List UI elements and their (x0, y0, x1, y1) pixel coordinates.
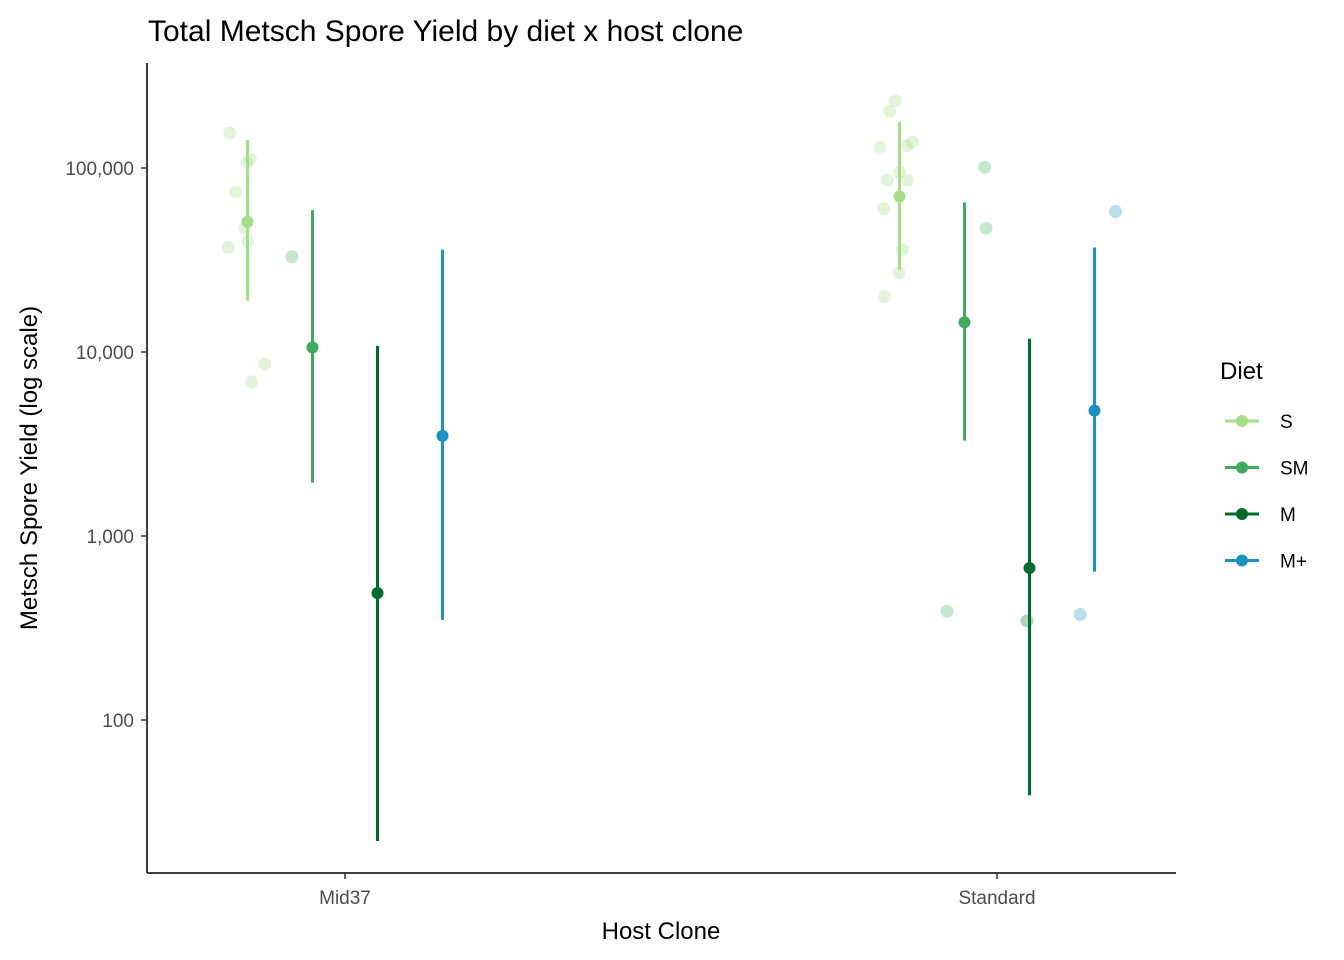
legend-key-point (1236, 415, 1248, 427)
raw-point (895, 243, 909, 257)
raw-point (888, 94, 902, 108)
raw-point (877, 202, 891, 216)
legend-key-point (1236, 461, 1248, 474)
raw-point (229, 185, 243, 199)
legend-key-point (1236, 554, 1248, 567)
legend: Diet S SM M M+ (1220, 358, 1309, 573)
y-tick-label: 100,000 (65, 159, 134, 180)
raw-point (892, 266, 906, 280)
y-axis-ticks: 100 1,000 10,000 100,000 (65, 159, 147, 732)
mean-point (1088, 404, 1101, 417)
y-tick-label: 100 (102, 711, 134, 732)
raw-point (883, 104, 897, 118)
raw-point (285, 250, 299, 264)
mean-point (893, 190, 906, 203)
mean-point (958, 316, 971, 329)
raw-point (900, 173, 914, 187)
legend-key-point (1236, 508, 1248, 520)
raw-point (978, 160, 992, 174)
raw-point (1108, 205, 1122, 219)
legend-label: SM (1280, 459, 1309, 480)
raw-point (243, 152, 257, 166)
raw-points-layer (221, 94, 1122, 628)
raw-point (1020, 614, 1034, 628)
legend-label: M+ (1280, 552, 1307, 573)
raw-point (223, 126, 237, 140)
x-axis-ticks: Mid37 Standard (319, 873, 1036, 909)
raw-point (258, 357, 272, 371)
raw-point (245, 375, 259, 389)
x-tick-label: Standard (958, 888, 1035, 909)
raw-point (873, 140, 887, 154)
summary-layer (241, 121, 1101, 841)
mean-point (306, 341, 319, 354)
mean-point (436, 429, 449, 442)
mean-point (1023, 562, 1036, 575)
y-tick-label: 10,000 (76, 343, 134, 364)
legend-label: M (1280, 505, 1296, 526)
raw-point (900, 139, 914, 153)
y-axis-title: Metsch Spore Yield (log scale) (16, 306, 43, 630)
y-tick-label: 1,000 (86, 527, 134, 548)
raw-point (979, 221, 993, 235)
mean-point (241, 215, 254, 228)
raw-point (905, 135, 919, 149)
x-axis-title: Host Clone (602, 918, 721, 945)
chart-title: Total Metsch Spore Yield by diet x host … (148, 15, 743, 48)
raw-point (880, 173, 894, 187)
legend-label: S (1280, 412, 1293, 433)
legend-title: Diet (1220, 358, 1263, 385)
raw-point (940, 604, 954, 618)
raw-point (221, 240, 235, 254)
raw-point (878, 290, 892, 304)
mean-point (371, 587, 384, 600)
x-tick-label: Mid37 (319, 888, 371, 909)
raw-point (1073, 607, 1087, 621)
